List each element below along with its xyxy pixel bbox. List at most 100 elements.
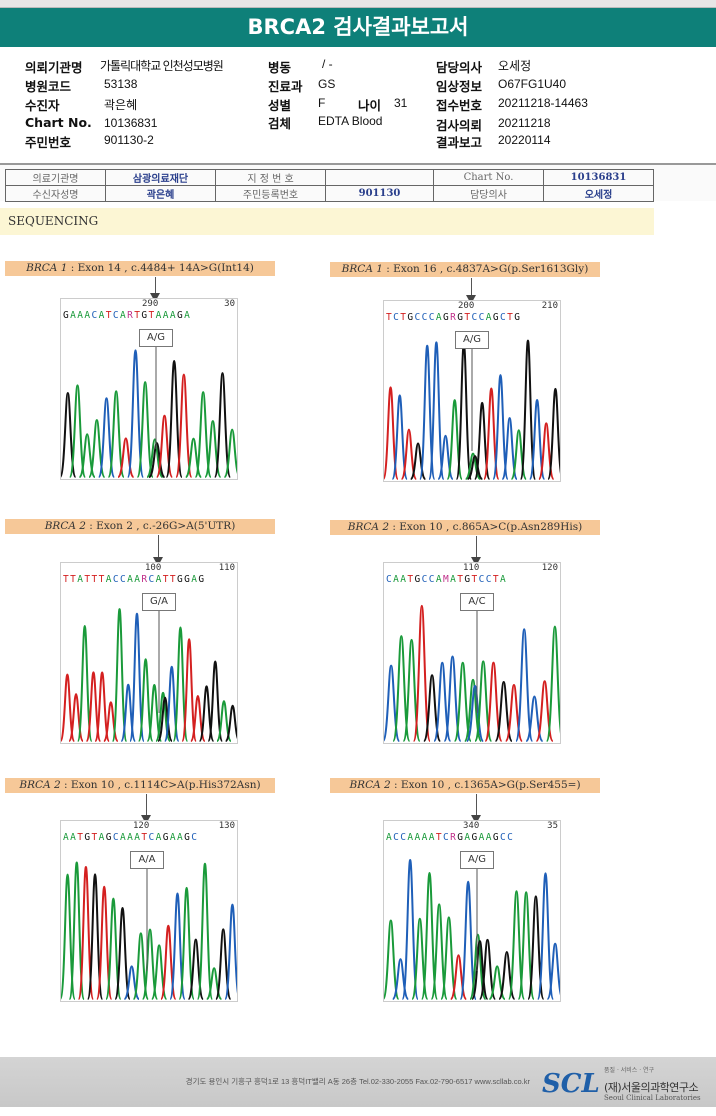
variant-description: : Exon 10 , c.1365A>G(p.Ser455=) — [390, 779, 581, 791]
base-call: A — [191, 574, 199, 585]
base-call: C — [471, 312, 479, 323]
trace-peak — [157, 696, 173, 742]
value-department: GS — [318, 77, 336, 91]
trace-plot — [61, 608, 237, 742]
base-call: A — [414, 832, 422, 843]
base-call: A — [120, 310, 128, 321]
variant-description: : Exon 2 , c.-26G>A(5'UTR) — [85, 520, 236, 532]
variant-description: : Exon 16 , c.4837A>G(p.Ser1613Gly) — [382, 263, 589, 275]
trace-peak — [430, 903, 448, 1000]
base-call: T — [162, 574, 170, 585]
position-label: 35 — [547, 821, 558, 831]
value-doctor: 오세정 — [498, 59, 532, 73]
scan-cell: 수신자성명 — [5, 185, 106, 202]
gene-name: BRCA 2 — [349, 779, 391, 791]
base-call: T — [492, 574, 500, 585]
variant-arrow — [155, 277, 156, 294]
trace-plot — [61, 347, 237, 478]
base-call: A — [177, 832, 185, 843]
value-request-date: 20211218 — [498, 116, 551, 130]
trace-peak — [459, 880, 477, 1000]
base-call: G — [184, 574, 192, 585]
trace-peak — [400, 428, 418, 480]
scan-cell: Chart No. — [433, 169, 544, 186]
trace-plot — [384, 604, 560, 742]
position-label: 120 — [541, 563, 558, 573]
trace-peak — [77, 866, 95, 1000]
position-label: 110 — [463, 563, 480, 573]
base-call: T — [105, 310, 113, 321]
value-age: 31 — [394, 96, 408, 110]
base-call: C — [393, 832, 401, 843]
base-call: T — [407, 574, 415, 585]
trace-peak — [547, 387, 560, 480]
base-call: T — [386, 312, 394, 323]
variant-description: : Exon 10 , c.865A>C(p.Asn289His) — [389, 521, 583, 533]
label-age: 나이 — [358, 98, 382, 113]
label-chart-no: Chart No. — [25, 115, 92, 130]
position-label: 130 — [218, 821, 235, 831]
trace-peak — [178, 886, 195, 1000]
position-label: 120 — [133, 821, 150, 831]
base-call: G — [414, 574, 422, 585]
trace-peak — [440, 916, 458, 1000]
chromatogram: 110 120 CAATGCCAMATGTCCTA A/C — [383, 562, 561, 744]
trace-peak — [384, 919, 400, 1000]
base-call: A — [435, 574, 443, 585]
base-call: C — [507, 832, 515, 843]
base-call: A — [450, 574, 458, 585]
base-call: A — [134, 574, 142, 585]
base-call: R — [450, 832, 458, 843]
label-sex: 성별 — [268, 98, 292, 113]
variant-description: : Exon 14 , c.4484+ 14A>G(Int14) — [67, 262, 254, 274]
position-label: 290 — [142, 299, 159, 309]
genotype-box: A/C — [460, 593, 494, 611]
base-call: G — [471, 832, 479, 843]
position-label: 340 — [463, 821, 480, 831]
base-call: T — [91, 832, 99, 843]
variant-label: BRCA 1 : Exon 16 , c.4837A>G(p.Ser1613Gl… — [330, 262, 600, 277]
base-call: A — [169, 832, 177, 843]
top-strip — [0, 0, 716, 8]
trace-peak — [528, 398, 546, 480]
trace-peak — [536, 872, 555, 1000]
org-tagline: 품질 · 서비스 · 연구 — [604, 1067, 655, 1074]
position-label: 100 — [145, 563, 162, 573]
value-resident-no: 901130-2 — [104, 133, 154, 147]
trace-peak — [515, 628, 534, 742]
position-label: 200 — [458, 301, 475, 311]
base-call: A — [155, 310, 163, 321]
base-call: T — [70, 574, 78, 585]
scan-cell: 오세정 — [543, 185, 654, 202]
base-call: A — [84, 310, 92, 321]
section-heading: SEQUENCING — [0, 208, 654, 235]
org-name: (재)서울의과학연구소 — [604, 1081, 699, 1094]
genotype-box: G/A — [142, 593, 176, 611]
trace-peak — [478, 938, 497, 1000]
base-call: A — [127, 832, 135, 843]
base-call: G — [514, 312, 522, 323]
base-call: C — [120, 574, 128, 585]
arrowhead-icon — [141, 815, 151, 824]
trace-peak — [181, 638, 198, 742]
variant-description: : Exon 10 , c.1114C>A(p.His372Asn) — [60, 779, 261, 791]
base-call: R — [127, 310, 135, 321]
base-call: A — [393, 574, 401, 585]
base-call: G — [443, 312, 451, 323]
trace-peak — [126, 349, 145, 478]
base-call: C — [443, 832, 451, 843]
trace-peak — [545, 625, 560, 742]
chromatogram: 340 35 ACCAAAATCRGAGAAGCC A/G — [383, 820, 561, 1002]
trace-peak — [148, 442, 166, 478]
base-call: A — [134, 832, 142, 843]
base-call: A — [70, 832, 78, 843]
trace-peak — [213, 372, 232, 478]
genotype-box: A/A — [130, 851, 164, 869]
genotype-box: A/G — [139, 329, 173, 347]
trace-peak — [471, 940, 489, 1000]
scan-cell: 의료기관명 — [5, 169, 106, 186]
base-call: T — [63, 574, 71, 585]
trace-peak — [136, 381, 154, 478]
base-call: G — [177, 574, 185, 585]
base-call: A — [485, 832, 493, 843]
